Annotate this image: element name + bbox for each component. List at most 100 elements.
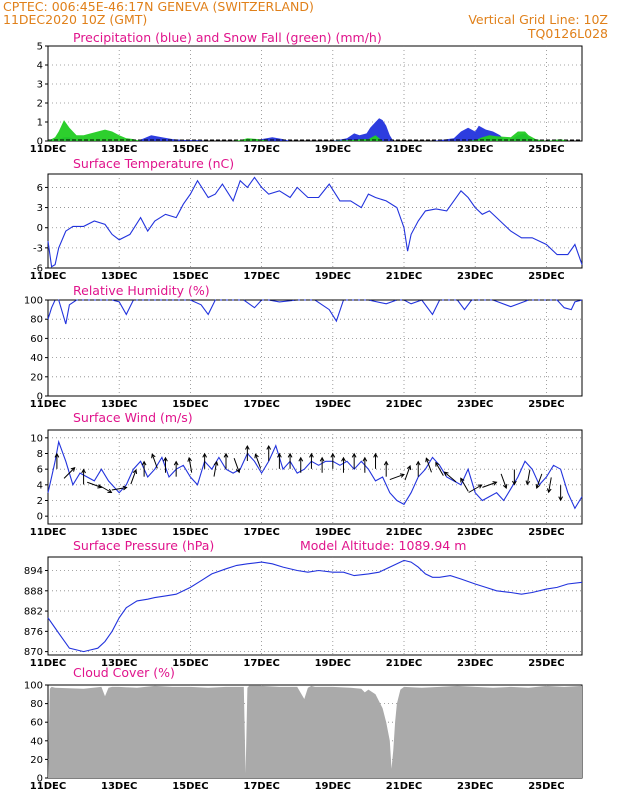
x-tick-label: 15DEC (172, 144, 208, 155)
y-tick-label: 0 (37, 774, 43, 785)
wind-arrow-head (173, 460, 179, 466)
x-tick-label: 21DEC (386, 399, 422, 410)
x-tick-label: 25DEC (528, 658, 564, 669)
header-date: 11DEC2020 10Z (GMT) (3, 12, 148, 27)
wind-arrow-head (330, 452, 336, 458)
y-tick-label: 8 (37, 449, 43, 460)
wind-arrow (63, 467, 76, 479)
wind-arrow-head (141, 460, 147, 466)
wind-arrow-head (406, 465, 412, 471)
wind-arrow (233, 458, 240, 473)
x-tick-label: 11DEC (30, 658, 66, 669)
y-tick-label: 0 (37, 392, 43, 403)
x-tick-label: 11DEC (30, 271, 66, 282)
wind-arrow-head (383, 460, 389, 466)
x-tick-label: 15DEC (172, 271, 208, 282)
series-snow-fall-area (48, 120, 582, 141)
wind-arrow-head (546, 488, 552, 494)
x-tick-label: 23DEC (457, 399, 493, 410)
panel-title: Cloud Cover (%) (73, 665, 175, 680)
x-tick-label: 11DEC (30, 144, 66, 155)
wind-arrow-head (558, 496, 563, 502)
x-tick-label: 17DEC (243, 527, 279, 538)
wind-arrow-head (298, 456, 304, 462)
x-tick-label: 13DEC (101, 144, 137, 155)
wind-arrow (87, 481, 102, 488)
panel-title: Precipitation (blue) and Snow Fall (gree… (73, 30, 382, 45)
panel-title: Surface Temperature (nC) (73, 156, 234, 171)
y-tick-label: 80 (30, 699, 43, 710)
y-tick-label: 1 (37, 118, 43, 129)
wind-arrow-head (477, 484, 483, 489)
y-tick-label: 2 (37, 99, 43, 110)
x-tick-label: 21DEC (386, 527, 422, 538)
y-tick-label: -6 (33, 264, 43, 275)
x-tick-label: 17DEC (243, 658, 279, 669)
wind-arrow-head (512, 480, 517, 486)
wind-arrow-head (373, 452, 378, 458)
series-pressure-line (47, 559, 583, 653)
panel-title: Surface Pressure (hPa) (73, 538, 214, 553)
wind-arrow (435, 462, 444, 476)
x-tick-label: 11DEC (30, 399, 66, 410)
y-tick-label: 100 (24, 681, 43, 692)
x-tick-label: 21DEC (386, 658, 422, 669)
wind-arrow-head (223, 452, 229, 458)
y-tick-label: 4 (37, 480, 43, 491)
x-tick-label: 25DEC (528, 527, 564, 538)
wind-arrow-head (443, 471, 449, 477)
plot-frame (47, 429, 583, 525)
wind-arrow-head (502, 483, 508, 489)
x-tick-label: 13DEC (101, 781, 137, 792)
panel-annotation: Model Altitude: 1089.94 m (300, 538, 466, 553)
y-tick-label: 4 (37, 61, 43, 72)
x-tick-label: 25DEC (528, 399, 564, 410)
series-relative-humidity-line (47, 299, 583, 325)
x-tick-label: 23DEC (457, 658, 493, 669)
wind-arrow-head (351, 452, 357, 458)
x-tick-label: 19DEC (315, 527, 351, 538)
header-line1: CPTEC: 006:45E-46:17N GENEVA (SWITZERLAN… (3, 0, 314, 14)
panel-title: Surface Wind (m/s) (73, 410, 193, 425)
y-tick-label: 20 (30, 372, 43, 383)
wind-arrow-head (362, 456, 368, 462)
wind-arrow-head (213, 460, 219, 466)
wind-arrow-head (107, 488, 113, 494)
wind-arrow-head (319, 456, 325, 462)
wind-arrow (548, 477, 552, 493)
x-tick-label: 17DEC (243, 781, 279, 792)
x-tick-label: 19DEC (315, 144, 351, 155)
wind-arrow-head (341, 456, 346, 462)
wind-arrow-head (266, 444, 272, 450)
y-tick-label: 5 (37, 42, 43, 53)
wind-arrow-head (163, 456, 168, 462)
wind-arrow (425, 458, 432, 473)
x-tick-label: 15DEC (172, 399, 208, 410)
wind-arrow-head (132, 468, 138, 474)
y-tick-label: 888 (24, 586, 43, 597)
x-tick-label: 21DEC (386, 271, 422, 282)
y-tick-label: 10 (30, 433, 43, 444)
y-tick-label: 0 (37, 223, 43, 234)
plot-frame (47, 45, 583, 142)
x-tick-label: 23DEC (457, 527, 493, 538)
wind-arrow (389, 473, 405, 481)
x-tick-label: 17DEC (243, 399, 279, 410)
wind-arrow (404, 465, 411, 481)
y-tick-label: 6 (37, 465, 43, 476)
x-tick-label: 25DEC (528, 271, 564, 282)
wind-arrow (460, 478, 469, 492)
x-tick-label: 25DEC (528, 781, 564, 792)
wind-arrow-head (535, 483, 541, 489)
wind-arrow-head (415, 460, 421, 466)
y-tick-label: 60 (30, 334, 43, 345)
series-temperature-line (47, 176, 583, 268)
wind-arrow (482, 481, 497, 488)
wind-arrow-head (81, 468, 86, 474)
x-tick-label: 15DEC (172, 781, 208, 792)
y-tick-label: 894 (24, 566, 43, 577)
x-tick-label: 13DEC (101, 658, 137, 669)
x-tick-label: 19DEC (315, 271, 351, 282)
x-tick-label: 19DEC (315, 658, 351, 669)
